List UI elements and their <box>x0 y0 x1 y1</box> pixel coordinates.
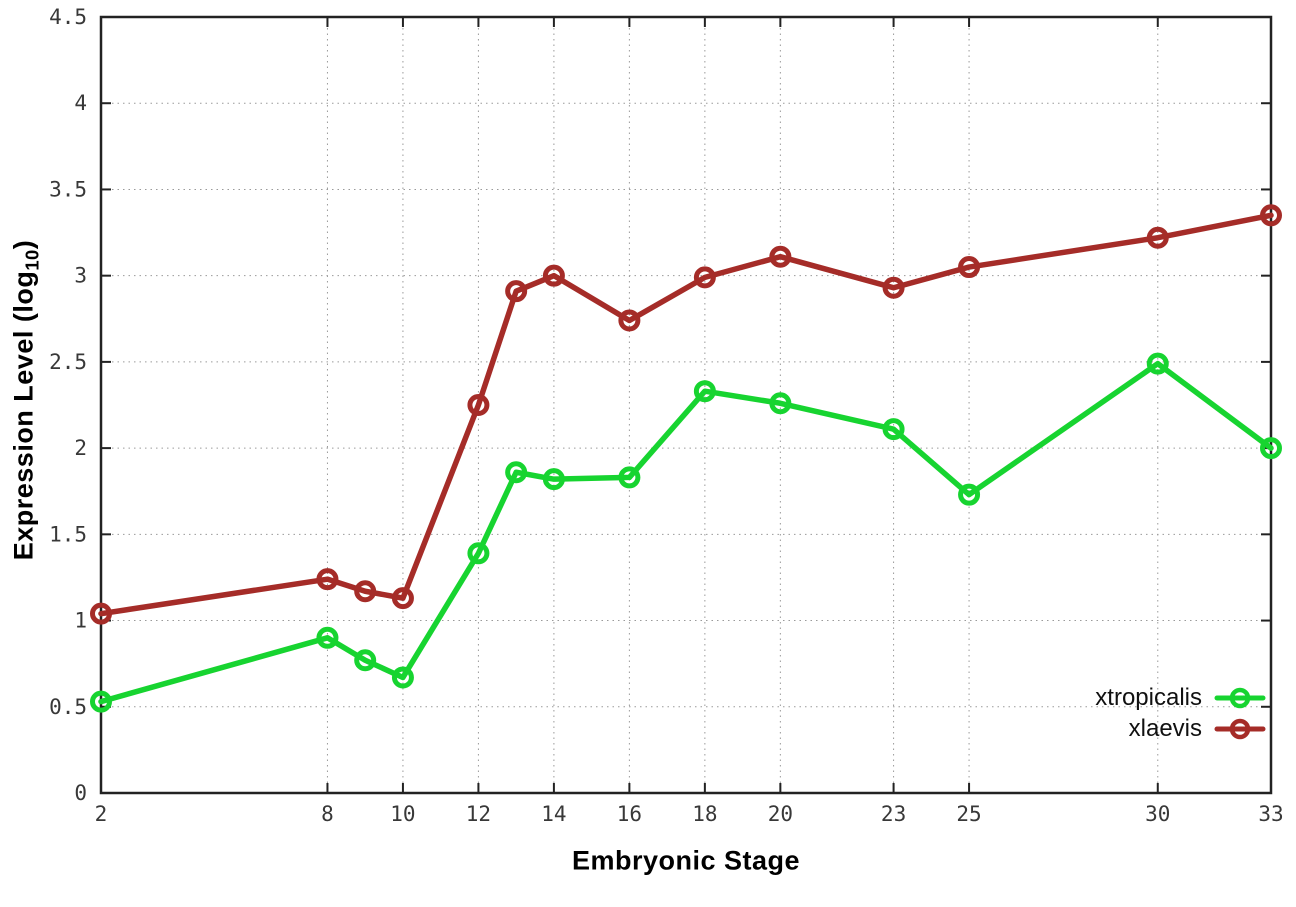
x-tick-label: 30 <box>1145 802 1170 826</box>
data-point-xlaevis <box>467 394 490 416</box>
data-point-xlaevis <box>1146 226 1169 249</box>
y-tick-label: 4 <box>74 91 87 115</box>
x-tick-label: 8 <box>321 802 334 826</box>
data-point-xlaevis <box>391 587 414 610</box>
y-axis-title: Expression Level (log10) <box>8 240 43 561</box>
legend: xtropicalis xlaevis <box>1095 684 1266 743</box>
legend-label-xlaevis: xlaevis <box>1128 715 1202 742</box>
data-point-xtropicalis <box>1260 437 1282 460</box>
y-tick-label: 2.5 <box>49 350 87 374</box>
y-tick-label: 3.5 <box>49 177 87 201</box>
series-line-xtropicalis <box>98 360 1274 705</box>
data-point-xlaevis <box>693 266 716 289</box>
data-point-xlaevis <box>542 264 565 287</box>
data-point-xlaevis <box>90 602 112 625</box>
data-point-xlaevis <box>316 568 339 591</box>
legend-sample-line-icon <box>1214 687 1266 709</box>
data-point-xlaevis <box>505 280 528 303</box>
data-point-xtropicalis <box>542 468 565 491</box>
data-point-xtropicalis <box>618 466 641 489</box>
data-point-xtropicalis <box>769 392 792 415</box>
x-axis-title: Embryonic Stage <box>571 845 801 876</box>
x-tick-label: 14 <box>541 802 566 826</box>
y-tick-label: 0.5 <box>49 695 87 719</box>
y-axis-title-close: ) <box>8 239 39 250</box>
x-tick-label: 16 <box>617 802 642 826</box>
data-point-xtropicalis <box>316 626 339 649</box>
y-axis-title-main: Expression Level (log <box>8 270 39 561</box>
legend-label-xtropicalis: xtropicalis <box>1095 684 1202 711</box>
data-point-xtropicalis <box>958 483 981 506</box>
data-point-xtropicalis <box>1146 352 1169 375</box>
y-tick-label: 0 <box>74 781 87 805</box>
data-point-xtropicalis <box>90 690 112 713</box>
data-point-xlaevis <box>1260 204 1282 227</box>
plot-border <box>99 15 1273 795</box>
data-point-xlaevis <box>882 276 905 299</box>
x-tick-label: 25 <box>956 802 981 826</box>
x-tick-label: 12 <box>466 802 491 826</box>
data-point-xlaevis <box>958 256 981 279</box>
legend-item-xtropicalis: xtropicalis <box>1095 684 1266 712</box>
y-tick-label: 1.5 <box>49 522 87 546</box>
y-axis-title-subscript: 10 <box>21 249 43 271</box>
data-point-xtropicalis <box>882 418 905 441</box>
data-point-xtropicalis <box>354 649 377 672</box>
y-tick-label: 2 <box>74 436 87 460</box>
legend-sample-line-icon <box>1214 718 1266 740</box>
x-tick-label: 33 <box>1258 802 1283 826</box>
x-tick-label: 2 <box>95 802 108 826</box>
y-tick-label: 4.5 <box>49 5 87 29</box>
legend-item-xlaevis: xlaevis <box>1129 715 1266 743</box>
y-tick-label: 3 <box>74 264 87 288</box>
data-point-xtropicalis <box>505 461 528 484</box>
x-tick-label: 10 <box>390 802 415 826</box>
data-point-xtropicalis <box>391 666 414 689</box>
data-point-xtropicalis <box>467 542 490 565</box>
data-point-xtropicalis <box>693 380 716 403</box>
data-point-xlaevis <box>354 580 377 603</box>
y-tick-label: 1 <box>74 609 87 633</box>
x-tick-label: 23 <box>881 802 906 826</box>
x-tick-label: 20 <box>768 802 793 826</box>
data-point-xlaevis <box>618 309 641 332</box>
data-point-xlaevis <box>769 245 792 268</box>
x-tick-label: 18 <box>692 802 717 826</box>
